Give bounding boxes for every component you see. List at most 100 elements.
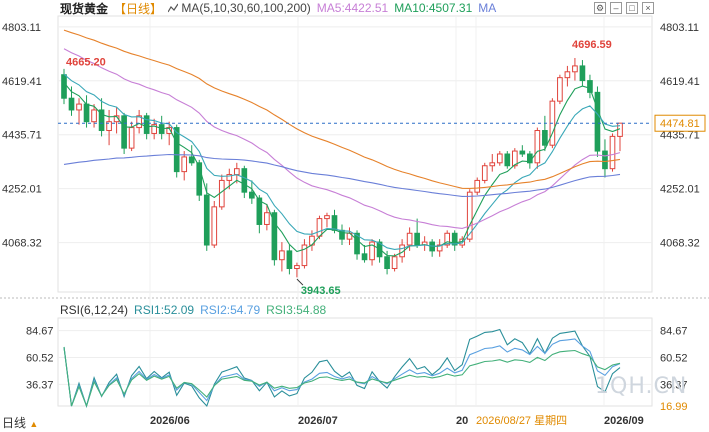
ma100-line bbox=[63, 153, 621, 197]
rsi2-value: RSI2:54.79 bbox=[200, 303, 261, 317]
candle-body bbox=[181, 156, 188, 173]
rsi-tick-left: 84.67 bbox=[26, 326, 54, 338]
candle-body bbox=[519, 150, 526, 155]
ma-tag: MA bbox=[478, 1, 497, 15]
candle-body bbox=[136, 115, 142, 129]
settings-icon[interactable]: ⚙ bbox=[594, 2, 606, 14]
candle-body bbox=[106, 121, 112, 132]
rsi-tick-right: 16.99 bbox=[660, 401, 688, 413]
candle-body bbox=[324, 215, 330, 220]
candle-body bbox=[143, 115, 150, 134]
candle-body bbox=[264, 212, 270, 225]
candle-body bbox=[98, 109, 105, 132]
ma5-line bbox=[63, 82, 621, 257]
rsi-tick-right: 84.67 bbox=[660, 326, 688, 338]
rsi2-line bbox=[63, 338, 621, 408]
candle-body bbox=[241, 168, 248, 193]
candle-body bbox=[121, 115, 127, 149]
price-tick-left: 4803.11 bbox=[2, 22, 41, 34]
candle-body bbox=[436, 244, 443, 252]
price-tick-right: 4252.01 bbox=[660, 184, 700, 196]
candle-body bbox=[166, 127, 173, 134]
candle-body bbox=[369, 241, 375, 261]
candle-body bbox=[534, 130, 541, 164]
rsi1-value: RSI1:52.09 bbox=[134, 303, 195, 317]
candle-body bbox=[61, 74, 67, 99]
candle-body bbox=[496, 153, 503, 164]
candle-body bbox=[511, 150, 518, 167]
price-tick-right: 4068.32 bbox=[660, 238, 700, 250]
price-tick-right: 4803.11 bbox=[660, 22, 699, 34]
candle-body bbox=[286, 250, 293, 270]
ma-chart-icon bbox=[167, 3, 179, 13]
candle-body bbox=[474, 179, 481, 193]
candle-body bbox=[466, 191, 473, 240]
candle-body bbox=[173, 127, 180, 173]
maximize-icon[interactable]: □ bbox=[626, 2, 638, 14]
period-selector[interactable]: 【日线】 bbox=[114, 1, 163, 16]
ma-settings[interactable]: MA(5,10,30,60,100,200) bbox=[167, 1, 311, 15]
high-label-peak: 4696.59 bbox=[572, 39, 612, 51]
close-icon[interactable]: × bbox=[642, 2, 654, 14]
ma30-line bbox=[63, 48, 621, 229]
period-tab[interactable]: 日线 ▲ bbox=[2, 414, 38, 431]
time-tick: 20 bbox=[456, 415, 468, 427]
rsi-header: RSI(6,12,24) RSI1:52.09 RSI2:54.79 RSI3:… bbox=[60, 302, 326, 318]
ma5-value: MA5:4422.51 bbox=[316, 1, 389, 15]
price-tick-right: 4619.41 bbox=[660, 76, 700, 88]
expand-arrow-icon: ▲ bbox=[29, 419, 39, 429]
candle-body bbox=[113, 115, 120, 123]
candle-body bbox=[489, 162, 496, 167]
candle-body bbox=[203, 194, 210, 246]
current-price-label: 4474.81 bbox=[660, 118, 700, 130]
price-tick-left: 4619.41 bbox=[2, 76, 42, 88]
candle-body bbox=[384, 256, 390, 270]
rsi3-line bbox=[63, 346, 621, 408]
candle-body bbox=[609, 135, 616, 170]
candle-body bbox=[354, 232, 360, 255]
time-tick: 2026/09 bbox=[604, 415, 644, 427]
price-tick-right: 4435.71 bbox=[660, 130, 700, 142]
candle-body bbox=[249, 191, 255, 199]
candle-body bbox=[211, 206, 218, 246]
candle-body bbox=[444, 232, 451, 246]
high-label-first: 4665.20 bbox=[66, 56, 106, 68]
candle-body bbox=[151, 124, 157, 134]
ma10-line bbox=[63, 73, 621, 250]
candle-body bbox=[542, 130, 548, 146]
candle-body bbox=[391, 256, 398, 270]
candle-body bbox=[316, 218, 323, 237]
rsi-tick-left: 60.52 bbox=[26, 353, 54, 365]
candle-body bbox=[557, 77, 563, 102]
candle-body bbox=[91, 109, 97, 123]
watermark-logo: 1QH.CN bbox=[595, 374, 688, 399]
candle-body bbox=[406, 232, 413, 246]
minimize-icon[interactable]: – bbox=[610, 2, 622, 14]
ma10-value: MA10:4507.31 bbox=[394, 1, 473, 15]
candle-body bbox=[564, 71, 571, 79]
ma60-line bbox=[63, 29, 621, 189]
candle-body bbox=[279, 250, 285, 261]
rsi1-line bbox=[63, 328, 621, 408]
candle-body bbox=[271, 212, 278, 261]
candle-body bbox=[83, 103, 90, 123]
candle-body bbox=[579, 65, 586, 82]
price-tick-left: 4068.32 bbox=[2, 238, 42, 250]
candle-body bbox=[602, 150, 608, 170]
candle-body bbox=[587, 80, 593, 93]
rsi-params[interactable]: RSI(6,12,24) bbox=[60, 303, 129, 317]
current-price-tag bbox=[654, 114, 706, 132]
candle-body bbox=[451, 232, 458, 246]
chart-header: 现货黄金 【日线】 MA(5,10,30,60,100,200) MA5:442… bbox=[60, 0, 496, 16]
candle-body bbox=[301, 244, 308, 267]
low-pointer bbox=[296, 278, 304, 286]
candle-body bbox=[331, 215, 338, 231]
candle-body bbox=[594, 91, 601, 152]
candle-body bbox=[76, 103, 82, 111]
time-tick: 2026/07 bbox=[298, 415, 338, 427]
candle-body bbox=[188, 156, 195, 164]
time-tick: 2026/08/27 星期四 bbox=[476, 414, 567, 427]
price-panel-frame bbox=[57, 15, 653, 293]
rsi-tick-right: 60.52 bbox=[660, 353, 688, 365]
